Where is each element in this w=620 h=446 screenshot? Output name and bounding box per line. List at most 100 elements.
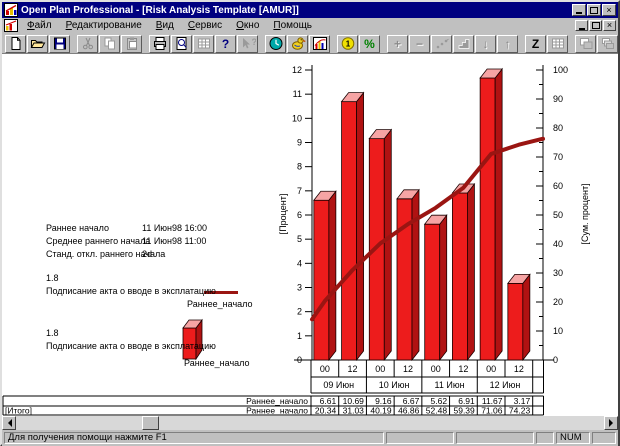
new-document-icon xyxy=(11,37,20,50)
print-preview-button[interactable] xyxy=(171,34,192,53)
restore-button[interactable] xyxy=(587,4,601,16)
right-axis-title: [Сум. процент] xyxy=(580,183,590,244)
copy-icon xyxy=(104,37,115,50)
save-button[interactable] xyxy=(49,34,70,53)
stat-row: Раннее начало 11 Июн98 16:00 xyxy=(46,223,208,233)
histogram-bar-top xyxy=(340,92,365,103)
menu-окно[interactable]: Окно xyxy=(236,20,260,31)
copy-button xyxy=(99,34,120,53)
help-button[interactable]: ? xyxy=(215,34,236,53)
menu-bar: Файл Редактирование Вид Сервис Окно Помощь × xyxy=(2,18,618,33)
stat-row: Среднее раннего начала11 Июн98 11:00 xyxy=(46,236,207,246)
legend-series-label: Раннее_начало xyxy=(187,299,253,309)
menu-помощь[interactable]: Помощь xyxy=(273,20,313,31)
menu-файл[interactable]: Файл xyxy=(27,20,52,31)
left-axis-tick-label: 5 xyxy=(297,234,302,244)
x-axis-time-label: 12 xyxy=(458,364,468,374)
time-analysis-button[interactable] xyxy=(265,34,286,53)
svg-text:?: ? xyxy=(251,37,256,47)
cost-button[interactable]: 1 xyxy=(337,34,358,53)
menu-редактирование[interactable]: Редактирование xyxy=(65,20,142,31)
print-preview-icon xyxy=(176,37,187,50)
menu-вид[interactable]: Вид xyxy=(155,20,174,31)
right-axis-tick-label: 60 xyxy=(553,181,563,191)
histogram-bar-top xyxy=(423,214,448,225)
legend-bar-swatch-top xyxy=(182,319,203,329)
histogram-bar-side xyxy=(356,91,364,362)
scroll-right-button[interactable] xyxy=(604,416,618,430)
x-axis-time-label: 12 xyxy=(348,364,358,374)
paste-icon xyxy=(126,37,137,50)
remove-button: − xyxy=(409,34,430,53)
legend-factor: 1.8 xyxy=(46,328,59,338)
new-document-button[interactable] xyxy=(5,34,26,53)
right-axis-tick-label: 0 xyxy=(553,355,558,365)
status-panel xyxy=(386,432,454,444)
histogram-bar xyxy=(452,192,468,361)
legend-series-label: Раннее_начало xyxy=(184,358,250,368)
histogram-bar-side xyxy=(522,273,531,362)
right-axis-tick-label: 20 xyxy=(553,297,563,307)
legend-entry-bar: 1.8 Подписание акта о вводе в эксплатаци… xyxy=(46,327,216,353)
data-cell-value: 46.86 xyxy=(398,406,420,416)
data-cell-value: 6.91 xyxy=(458,396,475,406)
outline-step-icon xyxy=(458,39,469,49)
resource-analysis-button[interactable] xyxy=(287,34,308,53)
histogram-bar xyxy=(341,101,357,361)
move-up-icon: ↑ xyxy=(504,36,511,51)
left-axis-tick-label: 4 xyxy=(297,258,302,268)
time-analysis-icon xyxy=(269,37,282,50)
x-axis-time-label: 12 xyxy=(403,364,413,374)
histogram-bar-side xyxy=(467,182,475,362)
histogram-bar xyxy=(424,223,441,361)
x-axis-date-label: 12 Июн xyxy=(490,380,521,390)
right-axis-tick-label: 50 xyxy=(553,210,563,220)
status-panel xyxy=(536,432,554,444)
resource-analysis-icon xyxy=(291,37,306,50)
data-cell-value: 20.34 xyxy=(315,406,337,416)
risk-histogram-icon xyxy=(312,37,327,50)
add-icon: + xyxy=(393,36,401,51)
data-cell-value: 6.67 xyxy=(403,396,420,406)
sort-button[interactable]: Z xyxy=(525,34,546,53)
move-up-button: ↑ xyxy=(497,34,518,53)
scroll-left-button[interactable] xyxy=(2,416,16,430)
data-cell-value: 3.17 xyxy=(514,396,531,406)
minimize-button[interactable] xyxy=(572,4,586,16)
child-close-button[interactable]: × xyxy=(603,20,616,31)
right-axis-tick-label: 70 xyxy=(553,152,563,162)
scrollbar-thumb[interactable] xyxy=(142,416,159,430)
left-axis-tick-label: 8 xyxy=(297,162,302,172)
cut-icon xyxy=(82,37,93,50)
child-minimize-button[interactable] xyxy=(575,20,588,31)
left-axis-tick-label: 0 xyxy=(297,355,302,365)
percent-complete-icon: % xyxy=(364,36,375,51)
left-axis-tick-label: 6 xyxy=(297,210,302,220)
x-axis-time-label: 12 xyxy=(514,364,524,374)
histogram-bar-top xyxy=(396,189,420,200)
add-button: + xyxy=(387,34,408,53)
data-cell-value: 11.67 xyxy=(482,396,503,406)
window-title: Open Plan Professional - [Risk Analysis … xyxy=(21,4,299,16)
status-panel xyxy=(592,432,616,444)
risk-histogram-button[interactable] xyxy=(309,34,330,53)
child-restore-button[interactable] xyxy=(589,20,602,31)
histogram-bar-top xyxy=(507,273,531,284)
link-icon xyxy=(436,38,449,49)
open-file-button[interactable] xyxy=(27,34,48,53)
print-icon xyxy=(153,37,166,50)
open-file-icon xyxy=(30,40,45,48)
cut-button xyxy=(77,34,98,53)
left-axis-tick-label: 1 xyxy=(297,331,302,341)
print-button[interactable] xyxy=(149,34,170,53)
close-button[interactable]: × xyxy=(602,4,616,16)
data-row-series-label: Раннее_начало xyxy=(246,406,308,416)
percent-complete-button[interactable]: % xyxy=(359,34,380,53)
histogram-bar-top xyxy=(368,129,393,140)
help-icon: ? xyxy=(221,36,230,51)
data-cell-value: 9.16 xyxy=(375,396,392,406)
menu-сервис[interactable]: Сервис xyxy=(187,20,223,31)
scrollbar-track[interactable] xyxy=(16,416,604,430)
left-axis-title: [Процент] xyxy=(278,194,288,235)
